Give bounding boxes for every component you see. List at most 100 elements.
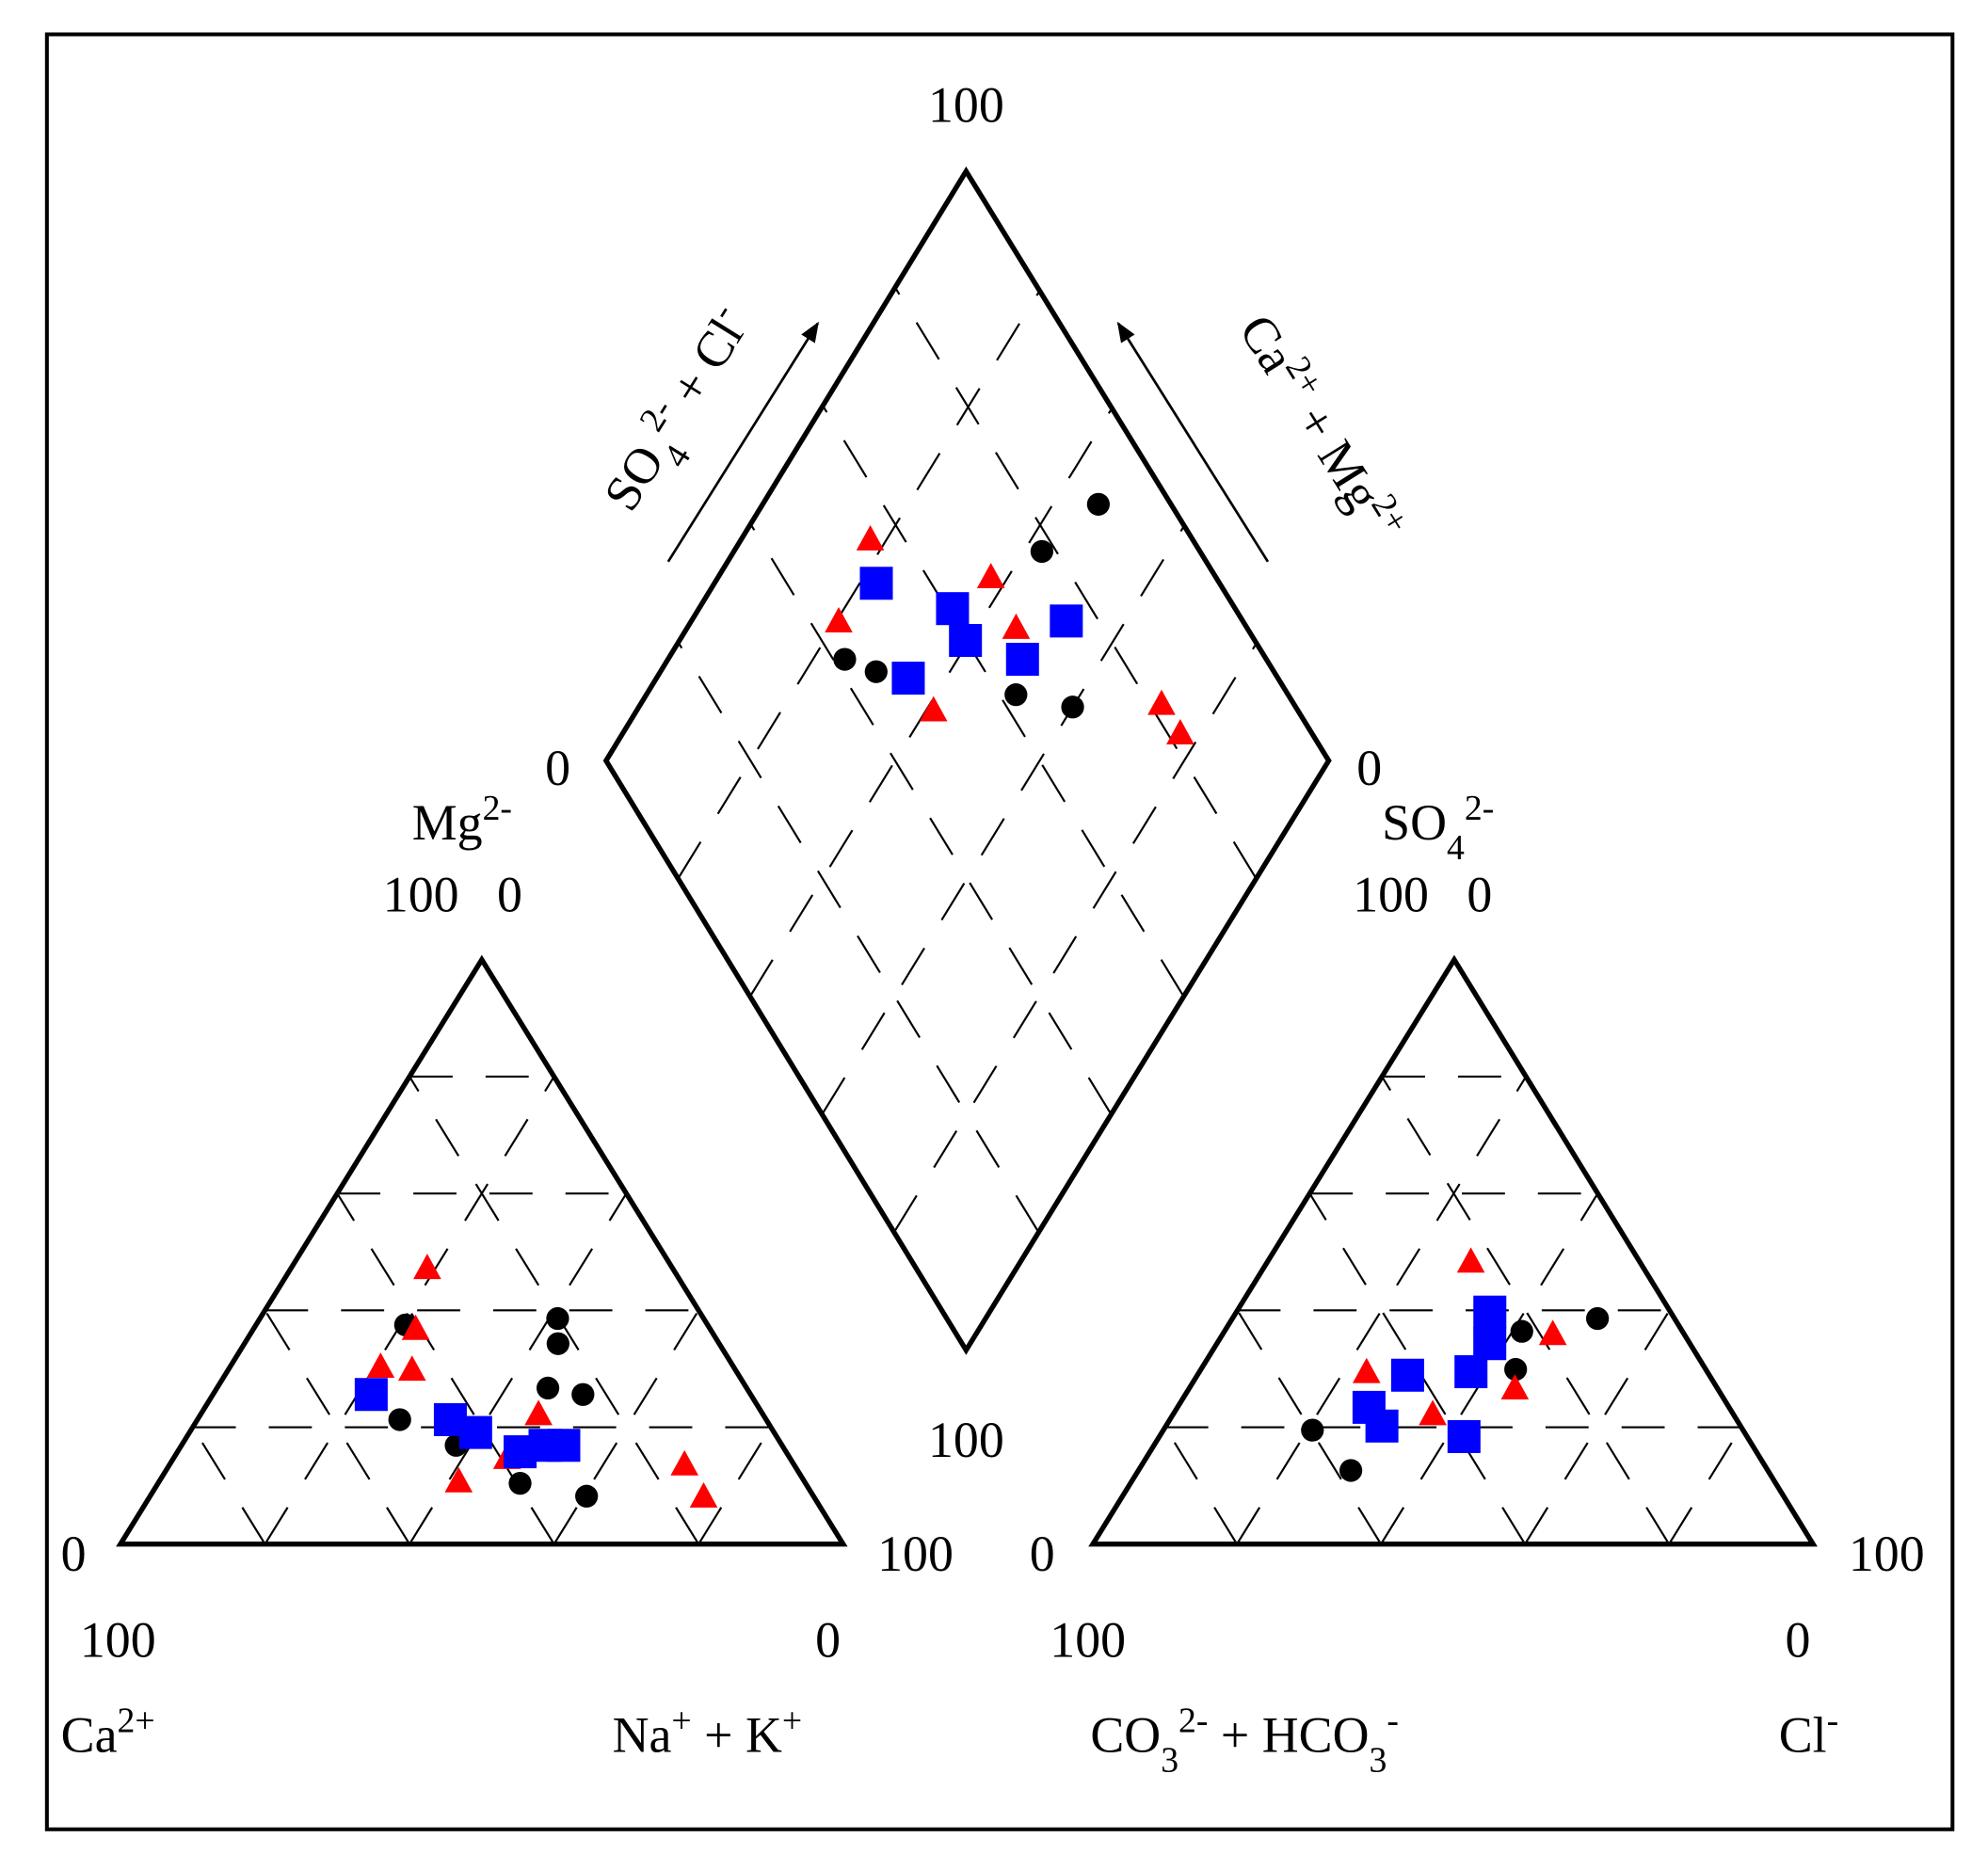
point: [864, 660, 888, 683]
scale-label: 0: [1030, 1526, 1055, 1582]
point: [388, 1408, 411, 1431]
point: [670, 1449, 699, 1476]
label-part: Ca: [61, 1707, 118, 1764]
point: [1086, 492, 1111, 516]
label-part: 2+: [117, 1702, 154, 1741]
point: [1500, 1374, 1530, 1400]
scale-label: 0: [815, 1612, 841, 1669]
label-part: 2-: [1178, 1702, 1208, 1741]
grid-line: [677, 642, 1040, 1233]
point: [689, 1481, 718, 1508]
point: [976, 563, 1005, 589]
point: [1030, 539, 1054, 564]
grid-line: [1524, 1309, 1671, 1545]
point: [1390, 1358, 1424, 1392]
scale-label: 0: [1356, 740, 1382, 796]
grid-line: [264, 1076, 555, 1545]
point: [1166, 719, 1194, 744]
arrow: [666, 321, 819, 563]
point: [1447, 1419, 1481, 1453]
point: [401, 1314, 430, 1340]
grid-line: [823, 406, 1185, 998]
scale-label: 0: [61, 1526, 87, 1582]
point: [833, 647, 857, 671]
grid-line: [895, 288, 1258, 880]
grid-line: [677, 288, 1042, 880]
axis-label: Ca2+: [61, 1702, 155, 1764]
label-part: Cl: [1779, 1707, 1827, 1764]
point: [856, 524, 885, 551]
grid-line: [409, 1076, 700, 1545]
point: [397, 1355, 426, 1382]
point: [919, 695, 948, 722]
label-part: -: [1387, 1702, 1399, 1741]
scale-label: 0: [545, 740, 570, 796]
point: [575, 1484, 599, 1508]
point: [1050, 604, 1083, 638]
scale-label: 100: [1353, 867, 1429, 923]
label-part: + HCO: [1208, 1707, 1369, 1764]
scale-label: 0: [1785, 1612, 1810, 1669]
scale-label: 0: [497, 867, 522, 923]
axis-label: Mg2-: [412, 789, 512, 851]
label-part: CO: [1090, 1707, 1161, 1764]
point: [1586, 1306, 1610, 1331]
point: [1005, 643, 1039, 677]
grid-line: [750, 524, 1113, 1115]
point: [508, 1472, 532, 1495]
axis-label: Ca2+ + Mg2+: [1228, 302, 1417, 552]
point: [825, 607, 853, 632]
diamond-outline: [602, 166, 1332, 1355]
grid-line: [553, 1309, 700, 1545]
grid-line: [1380, 1192, 1599, 1545]
scale-label: 100: [1050, 1612, 1126, 1669]
label-part: Mg: [412, 794, 483, 851]
grid-line: [1668, 1426, 1742, 1545]
point: [546, 1332, 569, 1355]
scale-label: 100: [928, 76, 1004, 133]
point: [524, 1399, 553, 1426]
point: [1473, 1295, 1507, 1329]
point: [891, 662, 925, 695]
label-part: 2-: [483, 789, 512, 828]
grid-line: [821, 524, 1186, 1115]
scale-label: 100: [877, 1526, 954, 1582]
point: [546, 1306, 569, 1331]
point: [1147, 689, 1176, 715]
point: [413, 1254, 441, 1280]
axis-label: SO42-: [1382, 789, 1494, 868]
point: [354, 1378, 388, 1412]
point: [536, 1376, 560, 1400]
triangle-outline: [1088, 954, 1818, 1547]
label-part: 2-: [1465, 789, 1494, 828]
label-part: 3: [1370, 1741, 1387, 1781]
point: [547, 1429, 581, 1462]
scale-label: 100: [1849, 1526, 1925, 1582]
grid-line: [409, 1192, 628, 1545]
point: [1061, 695, 1084, 719]
point: [1004, 683, 1028, 707]
point: [571, 1383, 595, 1406]
point: [1352, 1357, 1381, 1383]
label-part: 4: [1447, 828, 1465, 868]
grid-line: [336, 1192, 555, 1545]
point: [458, 1415, 492, 1449]
point: [366, 1352, 395, 1379]
scale-label: 100: [383, 867, 459, 923]
label-part: +: [671, 1702, 691, 1741]
point: [1510, 1319, 1533, 1343]
grid-line: [892, 642, 1259, 1233]
point: [949, 624, 983, 658]
scale-label: 100: [928, 1412, 1004, 1468]
label-part: -: [1827, 1702, 1839, 1741]
point: [936, 592, 970, 626]
point: [444, 1466, 473, 1493]
point: [1339, 1459, 1363, 1482]
grid-line: [264, 1309, 410, 1545]
point: [1454, 1355, 1488, 1389]
axis-label: Na+ + K+: [613, 1702, 803, 1764]
grid-line: [1308, 1192, 1527, 1545]
axis-label: SO42- + Cl-: [588, 296, 775, 529]
